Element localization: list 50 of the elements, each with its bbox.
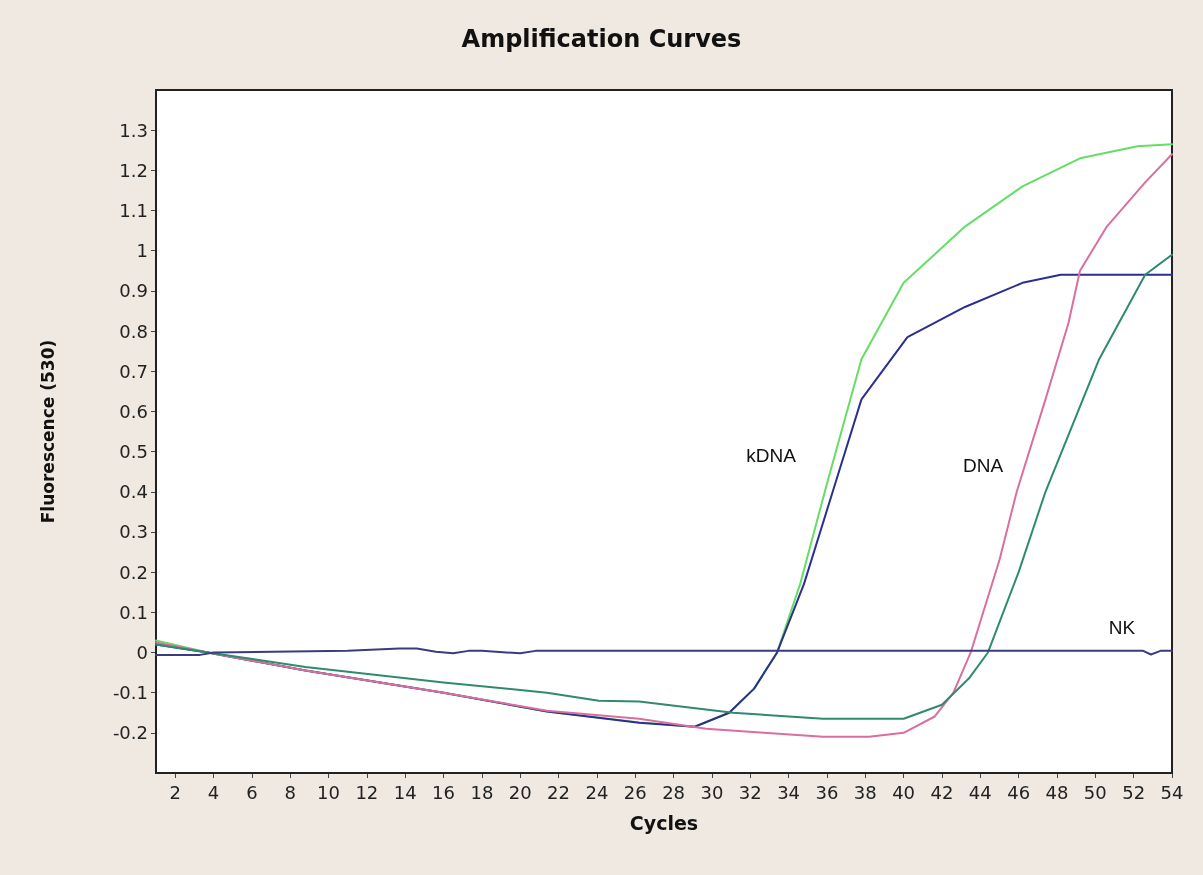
x-tick-label: 18	[470, 781, 494, 803]
x-tick-label: 52	[1122, 781, 1146, 803]
annotation: kDNA	[746, 444, 797, 466]
x-tick-label: 28	[662, 781, 686, 803]
x-tick-label: 34	[777, 781, 801, 803]
y-tick-label: 0.4	[119, 481, 148, 503]
annotation: DNA	[962, 454, 1004, 476]
y-tick-label: 0.2	[119, 561, 148, 583]
y-tick-label: 0	[136, 641, 148, 663]
x-tick-label: 54	[1160, 781, 1184, 803]
annotation: NK	[1108, 616, 1136, 638]
y-tick-label: 0.8	[119, 320, 148, 342]
x-tick-label: 50	[1083, 781, 1107, 803]
x-tick-label: 30	[700, 781, 724, 803]
y-tick-label: -0.2	[112, 722, 148, 744]
x-tick-label: 42	[930, 781, 954, 803]
y-tick-label: 1.2	[119, 159, 148, 181]
y-axis-title: Fluorescence (530)	[37, 339, 58, 524]
y-tick-label: 0.9	[119, 280, 148, 302]
x-tick-label: 24	[585, 781, 609, 803]
x-tick-label: 14	[393, 781, 417, 803]
x-tick-label: 40	[892, 781, 916, 803]
x-tick-label: 46	[1007, 781, 1031, 803]
y-tick-label: -0.1	[112, 682, 148, 704]
x-tick-label: 44	[968, 781, 992, 803]
y-tick-label: 0.7	[119, 360, 148, 382]
y-tick-label: 1	[136, 240, 148, 262]
chart-title: Amplification Curves	[461, 25, 742, 53]
x-tick-label: 48	[1045, 781, 1069, 803]
y-tick-label: 1.3	[119, 119, 148, 141]
x-tick-label: 10	[317, 781, 340, 803]
y-tick-label: 0.3	[119, 521, 148, 543]
y-tick-label: 0.6	[119, 400, 148, 422]
x-tick-label: 2	[169, 781, 181, 803]
x-tick-label: 12	[355, 781, 379, 803]
y-tick-label: 1.1	[119, 200, 148, 222]
x-tick-label: 26	[623, 781, 647, 803]
x-tick-label: 36	[815, 781, 839, 803]
y-tick-label: 0.5	[119, 441, 148, 463]
x-tick-label: 6	[246, 781, 258, 803]
x-tick-label: 4	[207, 781, 220, 803]
x-tick-label: 16	[432, 781, 455, 803]
x-tick-label: 38	[853, 781, 877, 803]
x-axis-title: Cycles	[629, 811, 699, 834]
x-tick-label: 22	[547, 781, 571, 803]
x-tick-label: 8	[284, 781, 296, 803]
x-tick-label: 20	[508, 781, 532, 803]
line-series	[155, 647, 1173, 656]
y-tick-label: 0.1	[119, 601, 148, 623]
x-tick-label: 32	[738, 781, 762, 803]
